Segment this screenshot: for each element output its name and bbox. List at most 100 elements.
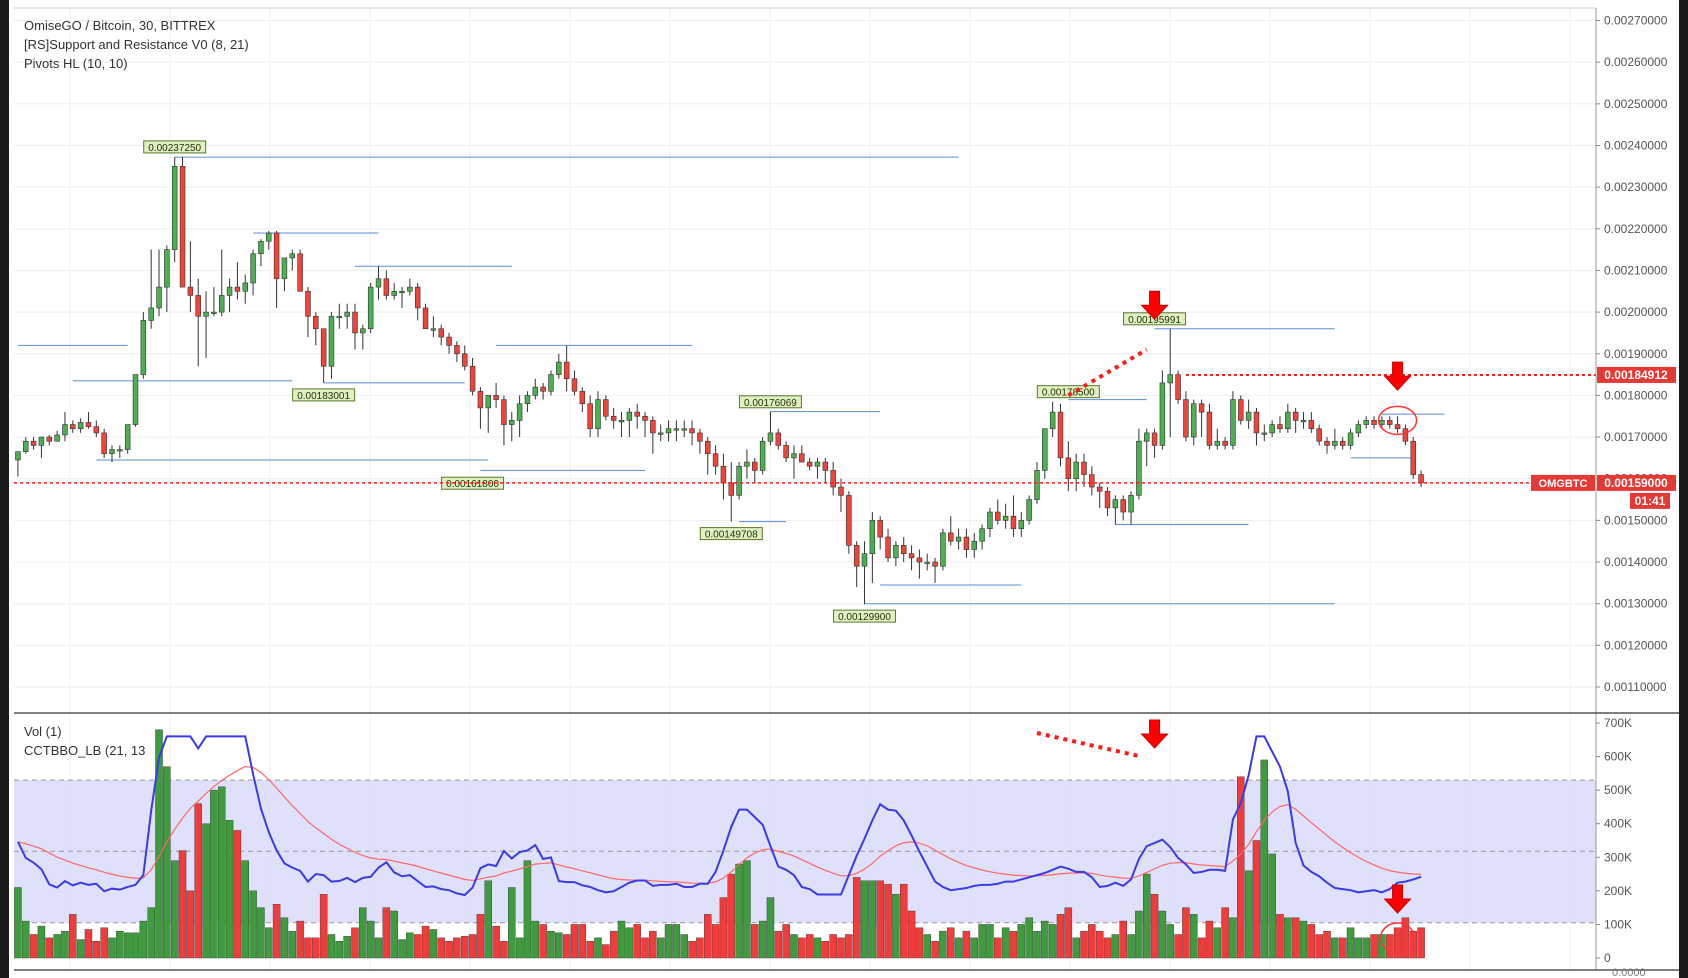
volume-tick-label: 700K	[1604, 716, 1632, 730]
volume-bar	[366, 920, 375, 959]
candle-body	[1371, 420, 1377, 425]
volume-bar	[1370, 934, 1378, 959]
volume-bar	[100, 927, 108, 959]
candle-body	[422, 307, 429, 330]
candle-body	[438, 328, 444, 338]
price-tick-label: 0.00210000	[1604, 263, 1668, 277]
candle-body	[595, 399, 601, 430]
red-arrow-down-icon	[1383, 361, 1412, 391]
volume-bar	[1158, 910, 1167, 959]
volume-bar	[374, 937, 383, 959]
candle-body	[1081, 461, 1087, 475]
candle-body	[1261, 432, 1268, 435]
price-tick-label: 0.00180000	[1604, 388, 1668, 402]
volume-bar	[1244, 870, 1253, 959]
volume-bar	[1197, 937, 1206, 959]
candle-body	[697, 432, 703, 442]
volume-bar	[14, 887, 22, 959]
candle-body	[963, 536, 970, 550]
volume-bar	[37, 925, 46, 959]
resistance-tag	[1597, 366, 1676, 383]
volume-bar	[484, 880, 492, 959]
candle-body	[948, 532, 954, 542]
candle-body	[407, 286, 413, 292]
volume-legend: Vol (1) CCTBBO_LB (21, 13	[24, 722, 145, 760]
highlight-circle	[1377, 405, 1418, 436]
candle-body	[124, 424, 131, 450]
candle-body	[1355, 424, 1362, 434]
volume-bar	[170, 860, 179, 959]
candle-body	[1402, 428, 1409, 442]
candle-body	[1026, 499, 1032, 521]
volume-bar	[131, 932, 140, 959]
volume-bar	[1166, 924, 1174, 959]
candle-body	[258, 240, 264, 255]
volume-bar	[735, 863, 743, 959]
volume-bar	[84, 929, 93, 959]
candle-body	[1191, 403, 1197, 438]
candle-body	[728, 482, 734, 496]
volume-bar	[1056, 914, 1065, 959]
volume-tick-label: 500K	[1604, 783, 1632, 797]
price-tick-label: 0.00120000	[1604, 638, 1668, 652]
volume-bar	[445, 941, 453, 959]
candle-body	[1049, 411, 1056, 430]
volume-bar	[194, 803, 202, 959]
candle-body	[1143, 432, 1150, 442]
indicator-pivots: Pivots HL (10, 10)	[24, 56, 128, 71]
candle-body	[1214, 440, 1220, 446]
volume-bar	[798, 937, 806, 959]
volume-bar	[602, 944, 610, 959]
candle-body	[391, 290, 397, 296]
candle-body	[1253, 411, 1260, 434]
candle-body	[861, 553, 868, 567]
volume-title: Vol (1)	[24, 724, 62, 739]
pivot-label-box	[738, 395, 802, 409]
candle-body	[477, 390, 484, 409]
volume-bar	[178, 850, 187, 959]
candle-body	[1002, 515, 1009, 521]
pivot-label-box	[699, 527, 763, 541]
volume-bar	[1205, 920, 1214, 959]
candle-body	[117, 449, 123, 452]
volume-bar	[1213, 927, 1221, 959]
volume-tick-label: 0	[1604, 951, 1611, 965]
candle-body	[360, 328, 366, 334]
candle-body	[705, 440, 711, 455]
candle-body	[1136, 440, 1142, 496]
candle-body	[869, 520, 876, 555]
volume-bar	[758, 920, 767, 959]
volume-bar	[1291, 917, 1300, 959]
price-tick-label: 0.00250000	[1604, 97, 1668, 111]
volume-bar	[1346, 927, 1355, 959]
volume-bar	[994, 937, 1002, 959]
volume-bar	[656, 937, 665, 959]
candle-body	[352, 311, 358, 334]
volume-bar	[1229, 917, 1237, 959]
volume-bar	[69, 914, 77, 959]
pivot-label: 0.00161800	[446, 479, 499, 490]
volume-bar	[288, 930, 297, 959]
volume-bar	[1088, 924, 1096, 959]
candle-body	[736, 465, 742, 496]
price-tick-label: 0.00170000	[1604, 430, 1668, 444]
volume-bar	[1150, 894, 1159, 959]
volume-bar	[22, 920, 30, 959]
volume-bar	[327, 934, 336, 959]
candle-body	[618, 420, 625, 423]
volume-bar	[1354, 937, 1363, 959]
candle-body	[838, 486, 844, 496]
candle-body	[70, 424, 76, 430]
candle-body	[1230, 399, 1236, 446]
candle-body	[62, 424, 68, 436]
volume-bar	[813, 937, 822, 959]
volume-bar	[359, 907, 367, 959]
volume-bar	[578, 924, 587, 959]
resistance-value: 0.00184912	[1604, 368, 1668, 382]
volume-bar	[751, 924, 759, 959]
volume-bar	[547, 930, 555, 959]
candle-body	[305, 290, 311, 317]
candle-body	[791, 453, 797, 459]
